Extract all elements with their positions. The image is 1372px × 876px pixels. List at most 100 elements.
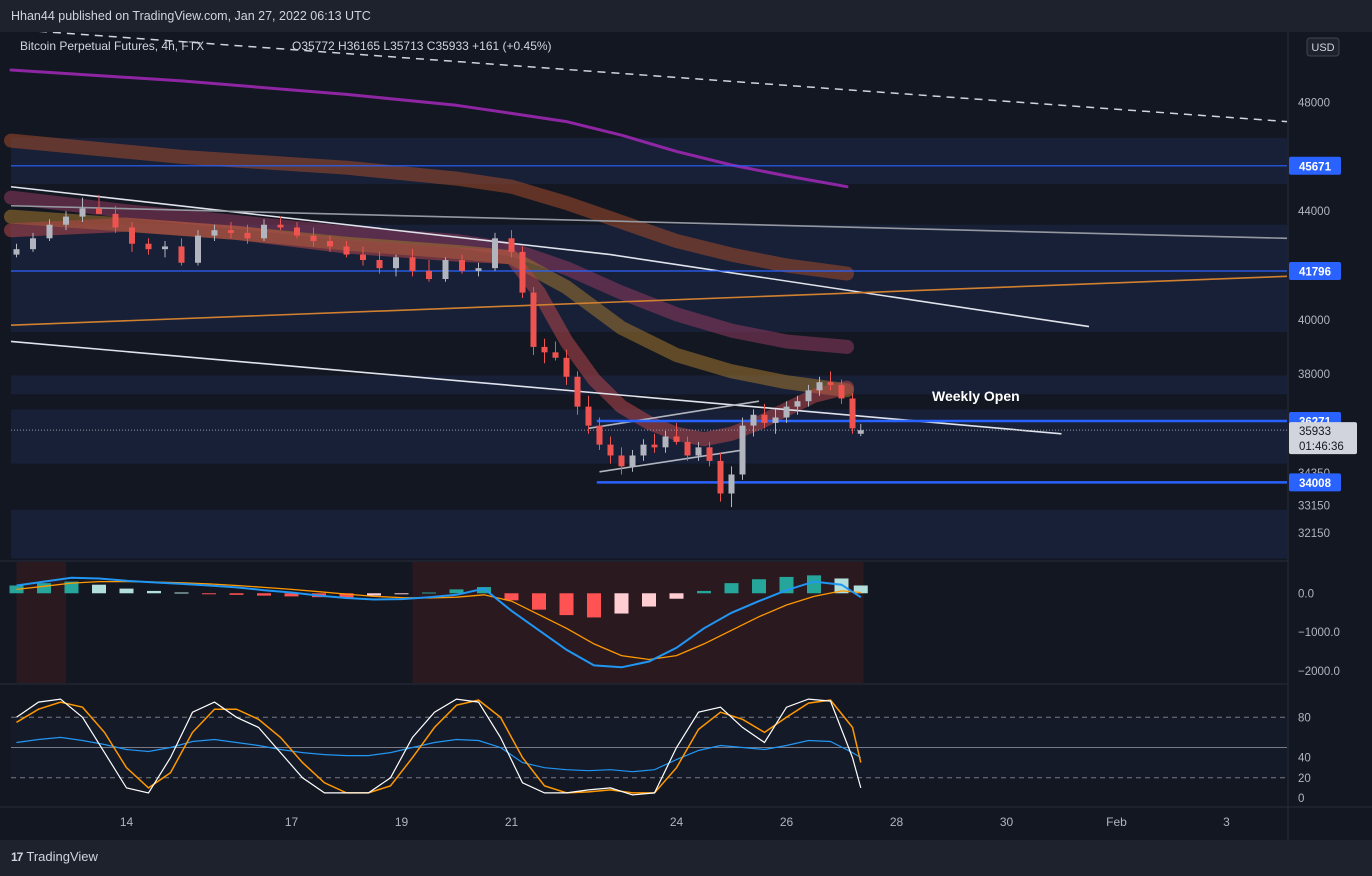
candle-body (475, 268, 482, 271)
level-price-label: 41796 (1299, 266, 1331, 278)
candle-body (794, 401, 801, 407)
price-axis: 3215033150343503600038000400004400048000… (1289, 98, 1357, 540)
trendline (10, 275, 1288, 326)
candle-body (750, 414, 757, 426)
price-zone (11, 224, 1287, 332)
stoch-tick-label: 20 (1298, 773, 1311, 785)
trendline (588, 400, 760, 430)
stoch-tick-label: 40 (1298, 753, 1311, 765)
candle-body (563, 357, 570, 377)
price-tick-label: 33150 (1298, 501, 1330, 513)
candle-body (442, 260, 449, 280)
macd-histogram-bar (64, 581, 79, 594)
macd-tick-label: −1000.0 (1298, 627, 1340, 639)
macd-histogram-bar (147, 590, 161, 594)
tradingview-logo[interactable]: 17 TradingView (11, 849, 98, 864)
macd-histogram-bar (174, 592, 189, 594)
macd-histogram-bar (642, 593, 656, 607)
level-price-tag (1289, 473, 1341, 492)
candle-body (178, 246, 185, 263)
price-zone (11, 509, 1287, 559)
last-price-tag (1289, 422, 1357, 455)
candle-body (673, 436, 680, 442)
candle-body (162, 246, 168, 250)
candle-body (261, 224, 267, 239)
moving-average (9, 68, 849, 189)
publisher-text: Hhan44 published on TradingView.com, Jan… (11, 9, 371, 23)
candle-body (585, 406, 592, 426)
macd-histogram-bar (669, 593, 684, 599)
macd-histogram-bar (587, 593, 601, 618)
macd-histogram-bar (92, 584, 106, 594)
macd-histogram-bar (532, 593, 546, 610)
price-tick-label: 48000 (1298, 98, 1330, 110)
candle-body (327, 241, 333, 247)
candle-body (310, 235, 317, 242)
candle-body (96, 208, 102, 214)
candle-body (112, 213, 119, 228)
top-bar: Hhan44 published on TradingView.com, Jan… (0, 0, 1372, 32)
candle-body (838, 384, 845, 399)
trendline (38, 32, 1288, 123)
macd-histogram-bar (422, 592, 436, 594)
currency-label: USD (1311, 42, 1334, 54)
macd-tick-label: −2000.0 (1298, 666, 1340, 678)
candle-body (145, 243, 152, 250)
candle-body (360, 254, 366, 261)
level-price-label: 34008 (1299, 478, 1332, 490)
macd-tick-label: 0.0 (1298, 588, 1314, 600)
rsi-line (16, 736, 862, 773)
macd-histogram-bar (339, 593, 354, 598)
candle-body (244, 232, 251, 239)
candle-body (459, 260, 465, 271)
candle-body (294, 227, 300, 236)
candle-body (772, 417, 779, 423)
last-price-label: 35933 (1299, 426, 1331, 438)
candle-body (541, 346, 548, 353)
candle-body (376, 260, 383, 269)
macd-histogram-bar (807, 575, 821, 594)
price-tick-label: 32150 (1298, 528, 1330, 540)
bar-countdown: 01:46:36 (1299, 441, 1344, 453)
time-tick-label: 28 (890, 815, 904, 829)
candle-body (228, 230, 234, 233)
macd-histogram-bar (202, 593, 216, 595)
candle-body (717, 460, 724, 494)
macd-histogram-bar (229, 593, 244, 595)
trendline (10, 340, 1062, 435)
candle-body (684, 441, 691, 456)
candle-body (640, 444, 647, 456)
macd-histogram-bar (367, 593, 381, 596)
time-tick-label: 30 (1000, 815, 1014, 829)
level-price-tag (1289, 261, 1341, 280)
macd-histogram-bar (752, 579, 766, 594)
trendline (599, 449, 743, 473)
level-price-tag (1289, 156, 1341, 175)
brand-name: TradingView (26, 849, 98, 864)
macd-histogram-bar (449, 589, 464, 594)
candle-body (519, 251, 526, 293)
candle-body (552, 352, 559, 358)
candle-body (393, 257, 399, 269)
macd-histogram-bar (697, 590, 711, 594)
candle-body (426, 270, 432, 280)
moving-average (4, 190, 854, 354)
stoch-rsi-pane: 0 20 40 80 (11, 698, 1311, 805)
currency-button[interactable]: USD (1306, 37, 1340, 57)
candlesticks (13, 194, 864, 508)
candle-body (530, 292, 537, 347)
macd-shade (412, 562, 864, 683)
price-tick-label: 44000 (1298, 206, 1330, 218)
bottom-bar (0, 840, 1372, 876)
candle-body (651, 444, 658, 448)
candle-body (195, 235, 201, 263)
candle-body (63, 216, 69, 225)
stoch-tick-label: 0 (1298, 793, 1304, 805)
candle-body (739, 425, 746, 475)
macd-histogram-bar (614, 593, 629, 614)
time-tick-label: 21 (505, 815, 519, 829)
macd-histogram-bar (284, 593, 299, 597)
time-tick-label: 14 (120, 815, 134, 829)
candle-body (409, 257, 416, 271)
